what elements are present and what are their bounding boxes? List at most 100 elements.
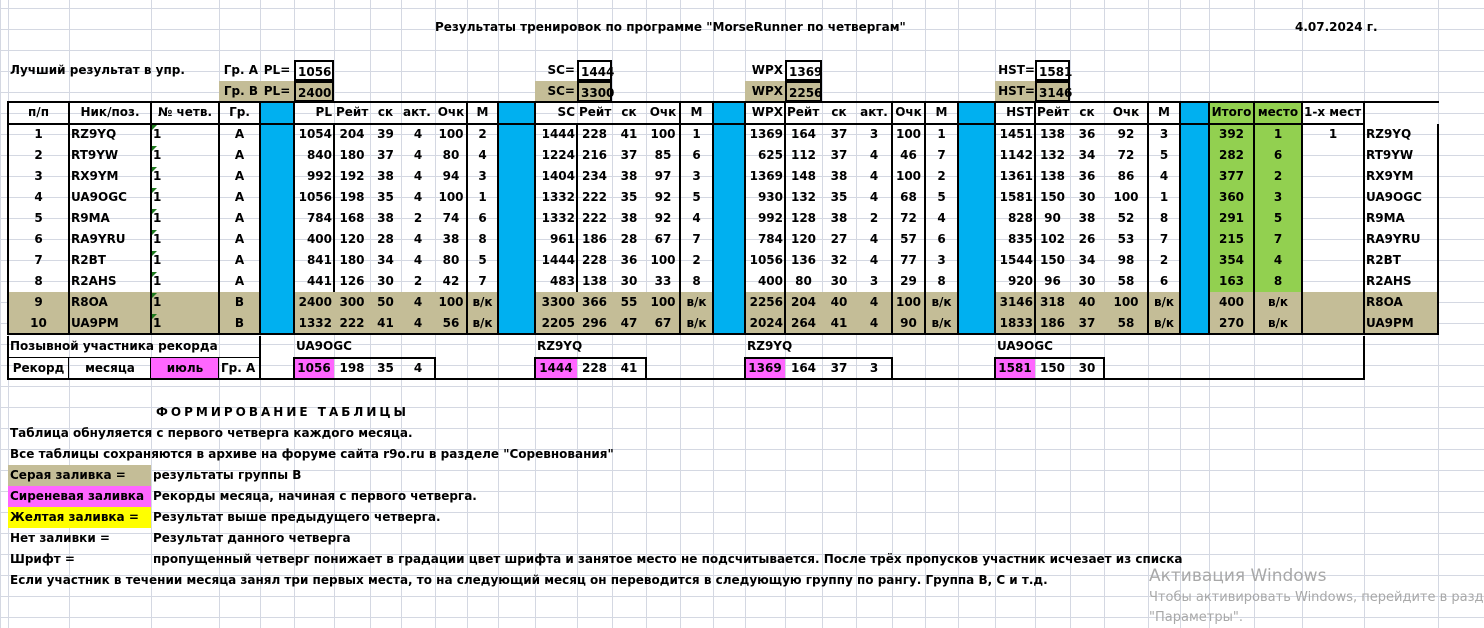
hst-value[interactable]: 138 <box>1039 169 1066 183</box>
header-rating[interactable]: Рейт <box>336 105 369 119</box>
pl-value[interactable]: 168 <box>339 211 365 225</box>
sc-value[interactable]: 28 <box>620 232 638 246</box>
wpx-value[interactable]: 4 <box>869 232 879 246</box>
hst-value[interactable]: 58 <box>1104 313 1148 334</box>
sc-value[interactable]: 100 <box>646 292 680 313</box>
record-sc-value[interactable]: 1444 <box>535 358 577 379</box>
wpx-value[interactable]: 204 <box>785 292 822 313</box>
pl-value[interactable]: 41 <box>370 313 401 334</box>
header-speed[interactable]: ск <box>621 105 637 119</box>
sc-value[interactable]: 1332 <box>541 211 575 225</box>
pl-value[interactable]: 2 <box>413 211 423 225</box>
pl-value[interactable]: 2 <box>413 274 423 288</box>
participant-callsign[interactable]: RA9YRU <box>1366 232 1421 246</box>
participant-nick[interactable]: R2BT <box>71 253 106 267</box>
sc-value[interactable]: 3 <box>692 169 701 183</box>
sc-label[interactable]: SC= <box>547 63 575 77</box>
hst-value[interactable]: 5 <box>1159 148 1169 162</box>
hst-value[interactable]: 37 <box>1070 313 1104 334</box>
separator-blue[interactable] <box>713 102 745 123</box>
hst-value[interactable]: 2 <box>1159 253 1169 267</box>
separator-blue[interactable] <box>260 145 294 166</box>
hst-value[interactable]: 38 <box>1078 211 1096 225</box>
thursday-number[interactable]: 1 <box>151 313 219 334</box>
first-places-count[interactable] <box>1302 313 1364 334</box>
pl-value[interactable]: 840 <box>306 148 332 162</box>
wpx-value[interactable]: 77 <box>900 253 917 267</box>
hst-value[interactable]: 150 <box>1039 190 1066 204</box>
separator-blue[interactable] <box>958 250 995 271</box>
sc-value[interactable]: 366 <box>577 292 612 313</box>
separator-blue[interactable] <box>498 102 535 123</box>
hst-value[interactable]: 186 <box>1035 313 1070 334</box>
row-number[interactable]: 2 <box>34 148 43 162</box>
wpx-value[interactable]: 4 <box>869 148 879 162</box>
hst-value[interactable]: 36 <box>1078 169 1096 183</box>
total-score[interactable]: 215 <box>1209 229 1254 250</box>
overall-place[interactable]: 2 <box>1254 166 1302 187</box>
best-a-sc[interactable]: 1444 <box>577 60 614 81</box>
pl-value[interactable]: 94 <box>442 169 460 183</box>
participant-callsign[interactable]: UA9PM <box>1364 313 1438 334</box>
header-speed[interactable]: ск <box>377 105 394 119</box>
pl-value[interactable]: 1332 <box>294 313 334 334</box>
pl-value[interactable]: 198 <box>339 190 365 204</box>
pl-value[interactable]: 126 <box>339 274 365 288</box>
total-score[interactable]: 163 <box>1209 271 1254 292</box>
participant-callsign[interactable]: RX9YM <box>1366 169 1414 183</box>
thursday-number[interactable]: 1 <box>153 253 162 267</box>
wpx-value[interactable]: 4 <box>856 292 892 313</box>
participant-nick[interactable]: R8OA <box>69 292 151 313</box>
header-pl[interactable]: PL <box>315 105 332 119</box>
pl-value[interactable]: 42 <box>442 274 460 288</box>
hst-value[interactable]: 36 <box>1078 127 1096 141</box>
header-thursday[interactable]: № четв. <box>157 105 213 119</box>
separator-blue[interactable] <box>260 187 294 208</box>
wpx-value[interactable]: 1369 <box>749 127 783 141</box>
pl-value[interactable]: 3 <box>478 169 487 183</box>
participant-group[interactable]: A <box>234 253 245 267</box>
wpx-value[interactable]: 8 <box>937 274 946 288</box>
sc-value[interactable]: 222 <box>581 211 608 225</box>
wpx-value[interactable]: 930 <box>757 190 783 204</box>
header-rating[interactable]: Рейт <box>787 105 820 119</box>
header-speed[interactable]: ск <box>831 105 847 119</box>
sc-value[interactable]: 222 <box>581 190 608 204</box>
sc-value[interactable]: 2205 <box>535 313 577 334</box>
wpx-label[interactable]: WPX <box>751 63 783 77</box>
header-num[interactable]: п/п <box>28 105 49 119</box>
hst-value[interactable]: 7 <box>1159 232 1169 246</box>
wpx-value[interactable]: 5 <box>937 190 946 204</box>
sc-value[interactable]: 1 <box>692 127 701 141</box>
pl-value[interactable]: 50 <box>370 292 401 313</box>
record-wpx-value[interactable]: 164 <box>790 361 817 375</box>
hst-value[interactable]: 96 <box>1044 274 1061 288</box>
record-sc-value[interactable]: 228 <box>581 361 608 375</box>
pl-value[interactable]: 180 <box>339 148 365 162</box>
sc-value[interactable]: 228 <box>581 253 608 267</box>
wpx-value[interactable]: 784 <box>757 232 783 246</box>
separator-blue[interactable] <box>713 124 745 145</box>
wpx-value[interactable]: 4 <box>937 211 946 225</box>
wpx-value[interactable]: 72 <box>900 211 917 225</box>
thursday-number[interactable]: 1 <box>153 169 162 183</box>
wpx-value[interactable]: 2256 <box>745 292 785 313</box>
record-hst-value[interactable]: 150 <box>1039 361 1066 375</box>
pl-value[interactable]: 180 <box>339 253 365 267</box>
sc-value[interactable]: 37 <box>620 148 638 162</box>
separator-blue[interactable] <box>713 229 745 250</box>
overall-place[interactable]: 4 <box>1254 250 1302 271</box>
header-points[interactable]: Очк <box>1112 105 1140 119</box>
separator-blue[interactable] <box>958 313 995 334</box>
pl-value[interactable]: 1056 <box>298 190 332 204</box>
separator-blue[interactable] <box>713 187 745 208</box>
separator-blue[interactable] <box>958 292 995 313</box>
participant-group[interactable]: B <box>219 313 260 334</box>
wpx-value[interactable]: 2 <box>937 169 946 183</box>
pl-value[interactable]: 37 <box>377 148 394 162</box>
month-label[interactable]: месяца <box>85 361 135 375</box>
hst-value[interactable]: в/к <box>1148 292 1180 313</box>
separator-blue[interactable] <box>713 292 745 313</box>
wpx-value[interactable]: 38 <box>830 211 848 225</box>
separator-blue[interactable] <box>498 271 535 292</box>
